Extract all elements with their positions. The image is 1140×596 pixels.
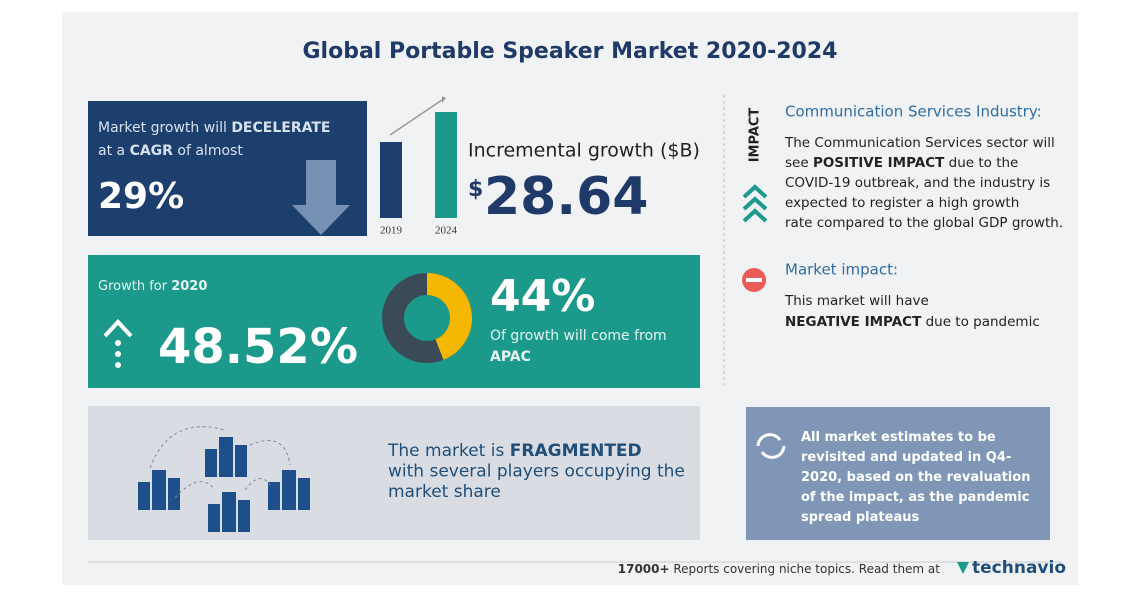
- text-segment: COVID-19 outbreak, and the industry is: [785, 175, 1050, 191]
- apac-region: APAC: [490, 349, 531, 365]
- up-icon: [103, 319, 133, 338]
- text-line: with several players occupying the: [388, 462, 685, 482]
- building: [168, 478, 180, 510]
- text-segment: 17000+: [618, 562, 670, 576]
- text-segment: The Communication Services sector will: [784, 135, 1055, 151]
- incremental-value: 28.64: [484, 167, 648, 227]
- link-arc: [249, 440, 291, 466]
- bar-2019: [380, 142, 402, 218]
- text-line: of the impact, as the pandemic: [801, 490, 1029, 505]
- building: [205, 449, 217, 477]
- trend-arrow: [442, 96, 446, 103]
- text-segment: spread plateaus: [801, 510, 919, 525]
- year-label: 2019: [380, 225, 403, 237]
- text-segment: due to pandemic: [921, 314, 1039, 330]
- text-segment: of the impact, as the pandemic: [801, 490, 1029, 505]
- year-label: 2024: [435, 225, 458, 237]
- text-segment: CAGR: [130, 143, 174, 159]
- down-arrow: [292, 160, 350, 235]
- text-line: Growth for 2020: [98, 279, 207, 294]
- bar-2024: [435, 112, 457, 218]
- text-segment: due to the: [944, 155, 1018, 171]
- text-segment: Reports covering niche topics. Read them…: [670, 562, 941, 576]
- impact-heading: IMPACT: [748, 108, 763, 163]
- buildings-icon: [138, 426, 310, 532]
- building: [238, 500, 250, 532]
- text-segment: Market growth will: [98, 120, 231, 136]
- building: [235, 445, 247, 477]
- dot: [115, 340, 121, 346]
- text-segment: FRAGMENTED: [510, 441, 642, 461]
- text-segment: Growth for: [98, 279, 171, 294]
- growth-value: 48.52%: [158, 319, 358, 375]
- text-segment: POSITIVE IMPACT: [813, 155, 945, 171]
- industry-title: Communication Services Industry:: [785, 103, 1042, 121]
- text-segment: of almost: [173, 143, 243, 159]
- text-segment: DECELERATE: [231, 120, 330, 136]
- building: [268, 482, 280, 510]
- link-arc: [244, 478, 271, 491]
- building: [222, 492, 236, 532]
- link-arc: [174, 481, 216, 499]
- text-segment: revisited and updated in Q4-: [801, 450, 1011, 465]
- building: [152, 470, 166, 510]
- text-line: at a CAGR of almost: [98, 143, 243, 159]
- text-segment: 2020, based on the revaluation: [801, 470, 1030, 485]
- text-line: market share: [388, 482, 501, 502]
- text-line: spread plateaus: [801, 510, 919, 525]
- text-segment: with several players occupying the: [388, 462, 685, 482]
- positive-icon: [742, 184, 768, 223]
- refresh-icon: [756, 433, 786, 459]
- building: [282, 470, 296, 510]
- text-segment: 2020: [171, 279, 207, 294]
- apac-share: 44%: [490, 271, 595, 322]
- text-line: Market growth will DECELERATE: [98, 120, 330, 136]
- text-line: NEGATIVE IMPACT due to pandemic: [785, 314, 1040, 330]
- title: Global Portable Speaker Market 2020-2024: [303, 39, 838, 64]
- building: [208, 504, 220, 532]
- dot: [115, 362, 121, 368]
- donut-segment: [426, 273, 472, 360]
- text-segment: NEGATIVE IMPACT: [785, 314, 922, 330]
- trend-line: [389, 99, 443, 136]
- building: [219, 437, 233, 477]
- donut-hole: [407, 298, 447, 338]
- incremental-label: Incremental growth ($B): [468, 140, 700, 162]
- text-line: All market estimates to be: [801, 430, 996, 445]
- minus: [746, 278, 762, 282]
- vendor-box: [88, 406, 700, 540]
- apac-text: Of growth will come from: [490, 328, 667, 344]
- text-segment: rate compared to the global GDP growth.: [785, 215, 1063, 231]
- dot: [115, 351, 121, 357]
- building: [298, 478, 310, 510]
- text-line: rate compared to the global GDP growth.: [785, 215, 1063, 231]
- text-segment: This market will have: [784, 293, 929, 309]
- text-line: 2020, based on the revaluation: [801, 470, 1030, 485]
- text-line: see POSITIVE IMPACT due to the: [785, 155, 1018, 171]
- text-segment: The market is: [387, 441, 510, 461]
- text-line: The Communication Services sector will: [784, 135, 1055, 151]
- text-line: This market will have: [784, 293, 929, 309]
- logo: technavio: [972, 558, 1066, 578]
- text-segment: see: [785, 155, 813, 171]
- text-segment: expected to register a high growth: [785, 195, 1019, 211]
- text-segment: All market estimates to be: [801, 430, 996, 445]
- text-line: 17000+ Reports covering niche topics. Re…: [618, 562, 941, 576]
- cagr-value: 29%: [98, 176, 184, 217]
- text-line: The market is FRAGMENTED: [387, 441, 642, 461]
- market-title: Market impact:: [785, 261, 898, 279]
- text-segment: market share: [388, 482, 501, 502]
- text-line: expected to register a high growth: [785, 195, 1019, 211]
- note-box: [746, 407, 1050, 540]
- logo-mark: [957, 562, 969, 574]
- text-segment: at a: [98, 143, 130, 159]
- building: [138, 482, 150, 510]
- text-line: COVID-19 outbreak, and the industry is: [785, 175, 1050, 191]
- currency: $: [468, 177, 483, 202]
- text-line: revisited and updated in Q4-: [801, 450, 1011, 465]
